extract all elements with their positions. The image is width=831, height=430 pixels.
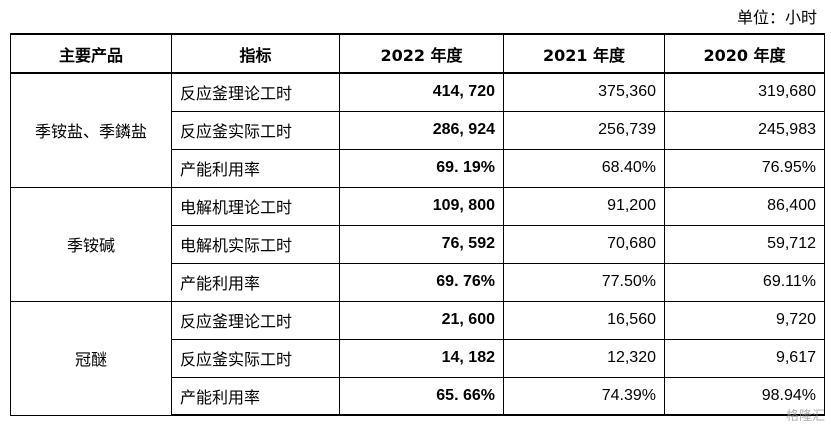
value-2021: 74.39% [503, 376, 665, 416]
header-2020: 2020 年度 [664, 33, 825, 74]
value-2021: 375,360 [503, 72, 665, 112]
value-2022: 69. 76% [339, 262, 504, 302]
value-2021: 70,680 [503, 224, 665, 264]
metric-cell: 反应釜实际工时 [171, 338, 340, 378]
value-2020: 76.95% [664, 148, 825, 188]
header-2021: 2021 年度 [503, 33, 665, 74]
value-2022: 286, 924 [339, 110, 504, 150]
value-2021: 256,739 [503, 110, 665, 150]
value-2022: 414, 720 [339, 72, 504, 112]
header-metric: 指标 [171, 33, 340, 74]
metric-cell: 产能利用率 [171, 376, 340, 416]
table-row: 产能利用率 69. 76% 77.50% 69.11% [11, 262, 825, 302]
value-2020: 245,983 [664, 110, 825, 150]
value-2022: 109, 800 [339, 186, 504, 226]
value-2021: 68.40% [503, 148, 665, 188]
table-row: 反应釜实际工时 14, 182 12,320 9,617 [11, 338, 825, 378]
value-2022: 69. 19% [339, 148, 504, 188]
metric-cell: 反应釜理论工时 [171, 300, 340, 340]
value-2021: 12,320 [503, 338, 665, 378]
table-header-row: 主要产品 指标 2022 年度 2021 年度 2020 年度 [10, 33, 825, 74]
value-2020: 86,400 [664, 186, 825, 226]
group-name: 季铵碱 [10, 186, 172, 302]
value-2020: 69.11% [664, 262, 825, 302]
table-row: 电解机实际工时 76, 592 70,680 59,712 [11, 224, 825, 264]
value-2020: 59,712 [664, 224, 825, 264]
metric-cell: 产能利用率 [171, 262, 340, 302]
metric-cell: 电解机实际工时 [171, 224, 340, 264]
value-2020: 98.94% [664, 376, 825, 416]
value-2021: 77.50% [503, 262, 665, 302]
value-2021: 16,560 [503, 300, 665, 340]
value-2020: 9,720 [664, 300, 825, 340]
value-2022: 65. 66% [339, 376, 504, 416]
table-row: 反应釜实际工时 286, 924 256,739 245,983 [11, 110, 825, 150]
metric-cell: 产能利用率 [171, 148, 340, 188]
metric-cell: 反应釜理论工时 [171, 72, 340, 112]
value-2022: 21, 600 [339, 300, 504, 340]
metric-cell: 电解机理论工时 [171, 186, 340, 226]
value-2022: 76, 592 [339, 224, 504, 264]
group-name: 季铵盐、季鏻盐 [10, 72, 172, 188]
table-row: 季铵盐、季鏻盐 反应釜理论工时 414, 720 375,360 319,680 [10, 72, 825, 188]
unit-note: 单位：小时 [736, 8, 817, 27]
table-row: 季铵碱 电解机理论工时 109, 800 91,200 86,400 [10, 186, 825, 302]
header-2022: 2022 年度 [339, 33, 504, 74]
value-2020: 9,617 [664, 338, 825, 378]
capacity-utilization-table: 主要产品 指标 2022 年度 2021 年度 2020 年度 季铵盐、季鏻盐 … [10, 33, 825, 416]
watermark: 格隆汇 [785, 409, 825, 424]
value-2020: 319,680 [664, 72, 825, 112]
group-name: 冠醚 [10, 300, 172, 416]
table-row: 冠醚 反应釜理论工时 21, 600 16,560 9,720 [10, 300, 825, 416]
table-row: 产能利用率 65. 66% 74.39% 98.94% [11, 376, 825, 416]
table-row: 产能利用率 69. 19% 68.40% 76.95% [11, 148, 825, 188]
metric-cell: 反应釜实际工时 [171, 110, 340, 150]
value-2022: 14, 182 [339, 338, 504, 378]
header-product: 主要产品 [10, 33, 172, 74]
value-2021: 91,200 [503, 186, 665, 226]
